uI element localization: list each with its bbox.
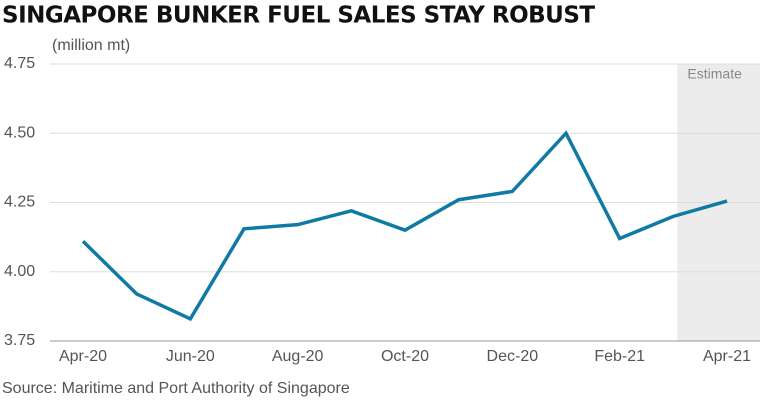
x-tick-label: Oct-20 <box>381 348 429 365</box>
x-tick-label: Feb-21 <box>594 348 645 365</box>
y-tick-label: 4.25 <box>4 194 35 211</box>
estimate-label: Estimate <box>687 66 742 82</box>
source-note: Source: Maritime and Port Authority of S… <box>2 380 350 397</box>
y-tick-label: 3.75 <box>4 332 35 349</box>
data-line <box>81 130 728 322</box>
x-tick-label: Jun-20 <box>166 348 215 365</box>
x-tick-label: Dec-20 <box>487 348 539 365</box>
y-axis-label: (million mt) <box>52 37 130 54</box>
background-layer <box>50 63 760 342</box>
y-tick-label: 4.00 <box>4 263 35 280</box>
y-tick-label: 4.75 <box>4 55 35 72</box>
x-tick-label: Apr-20 <box>59 348 107 365</box>
x-tick-label: Apr-21 <box>703 348 751 365</box>
chart-title: SINGAPORE BUNKER FUEL SALES STAY ROBUST <box>2 3 595 29</box>
y-tick-label: 4.50 <box>4 124 35 141</box>
x-tick-label: Aug-20 <box>272 348 324 365</box>
